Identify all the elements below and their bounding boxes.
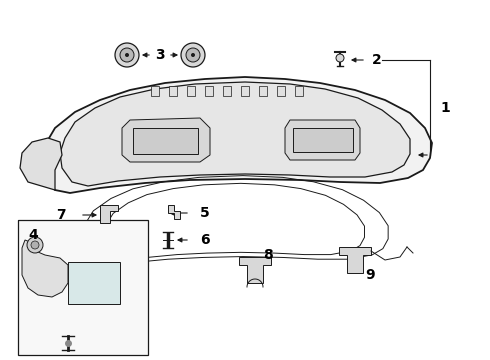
Bar [169, 86, 177, 96]
Bar [259, 86, 267, 96]
Text: 5: 5 [200, 206, 210, 220]
Polygon shape [22, 240, 68, 297]
Polygon shape [285, 120, 360, 160]
Bar [18, 220, 148, 355]
Circle shape [115, 43, 139, 67]
Text: 9: 9 [365, 268, 375, 282]
Text: 6: 6 [200, 233, 210, 247]
Text: 4: 4 [28, 228, 38, 242]
Text: 1: 1 [440, 100, 450, 114]
Polygon shape [122, 118, 210, 162]
Circle shape [181, 43, 205, 67]
Bar [241, 86, 249, 96]
Polygon shape [168, 205, 180, 219]
Polygon shape [339, 247, 371, 273]
Polygon shape [42, 77, 432, 193]
Polygon shape [239, 257, 271, 283]
Text: 7: 7 [56, 208, 66, 222]
Text: 2: 2 [372, 53, 382, 67]
Text: 3: 3 [155, 48, 165, 62]
Bar [187, 86, 195, 96]
Bar [68, 262, 120, 304]
Bar [223, 86, 231, 96]
Circle shape [120, 48, 134, 62]
Circle shape [31, 241, 39, 249]
Bar [277, 86, 285, 96]
Text: 8: 8 [263, 248, 273, 262]
Circle shape [27, 237, 43, 253]
Bar [205, 86, 213, 96]
Circle shape [186, 48, 200, 62]
Polygon shape [60, 82, 410, 186]
Circle shape [336, 54, 344, 62]
Bar [151, 86, 159, 96]
Polygon shape [20, 138, 62, 190]
Polygon shape [100, 205, 118, 223]
Circle shape [125, 53, 129, 57]
Bar [295, 86, 303, 96]
Bar [293, 128, 353, 152]
Circle shape [191, 53, 195, 57]
Bar [133, 128, 198, 154]
